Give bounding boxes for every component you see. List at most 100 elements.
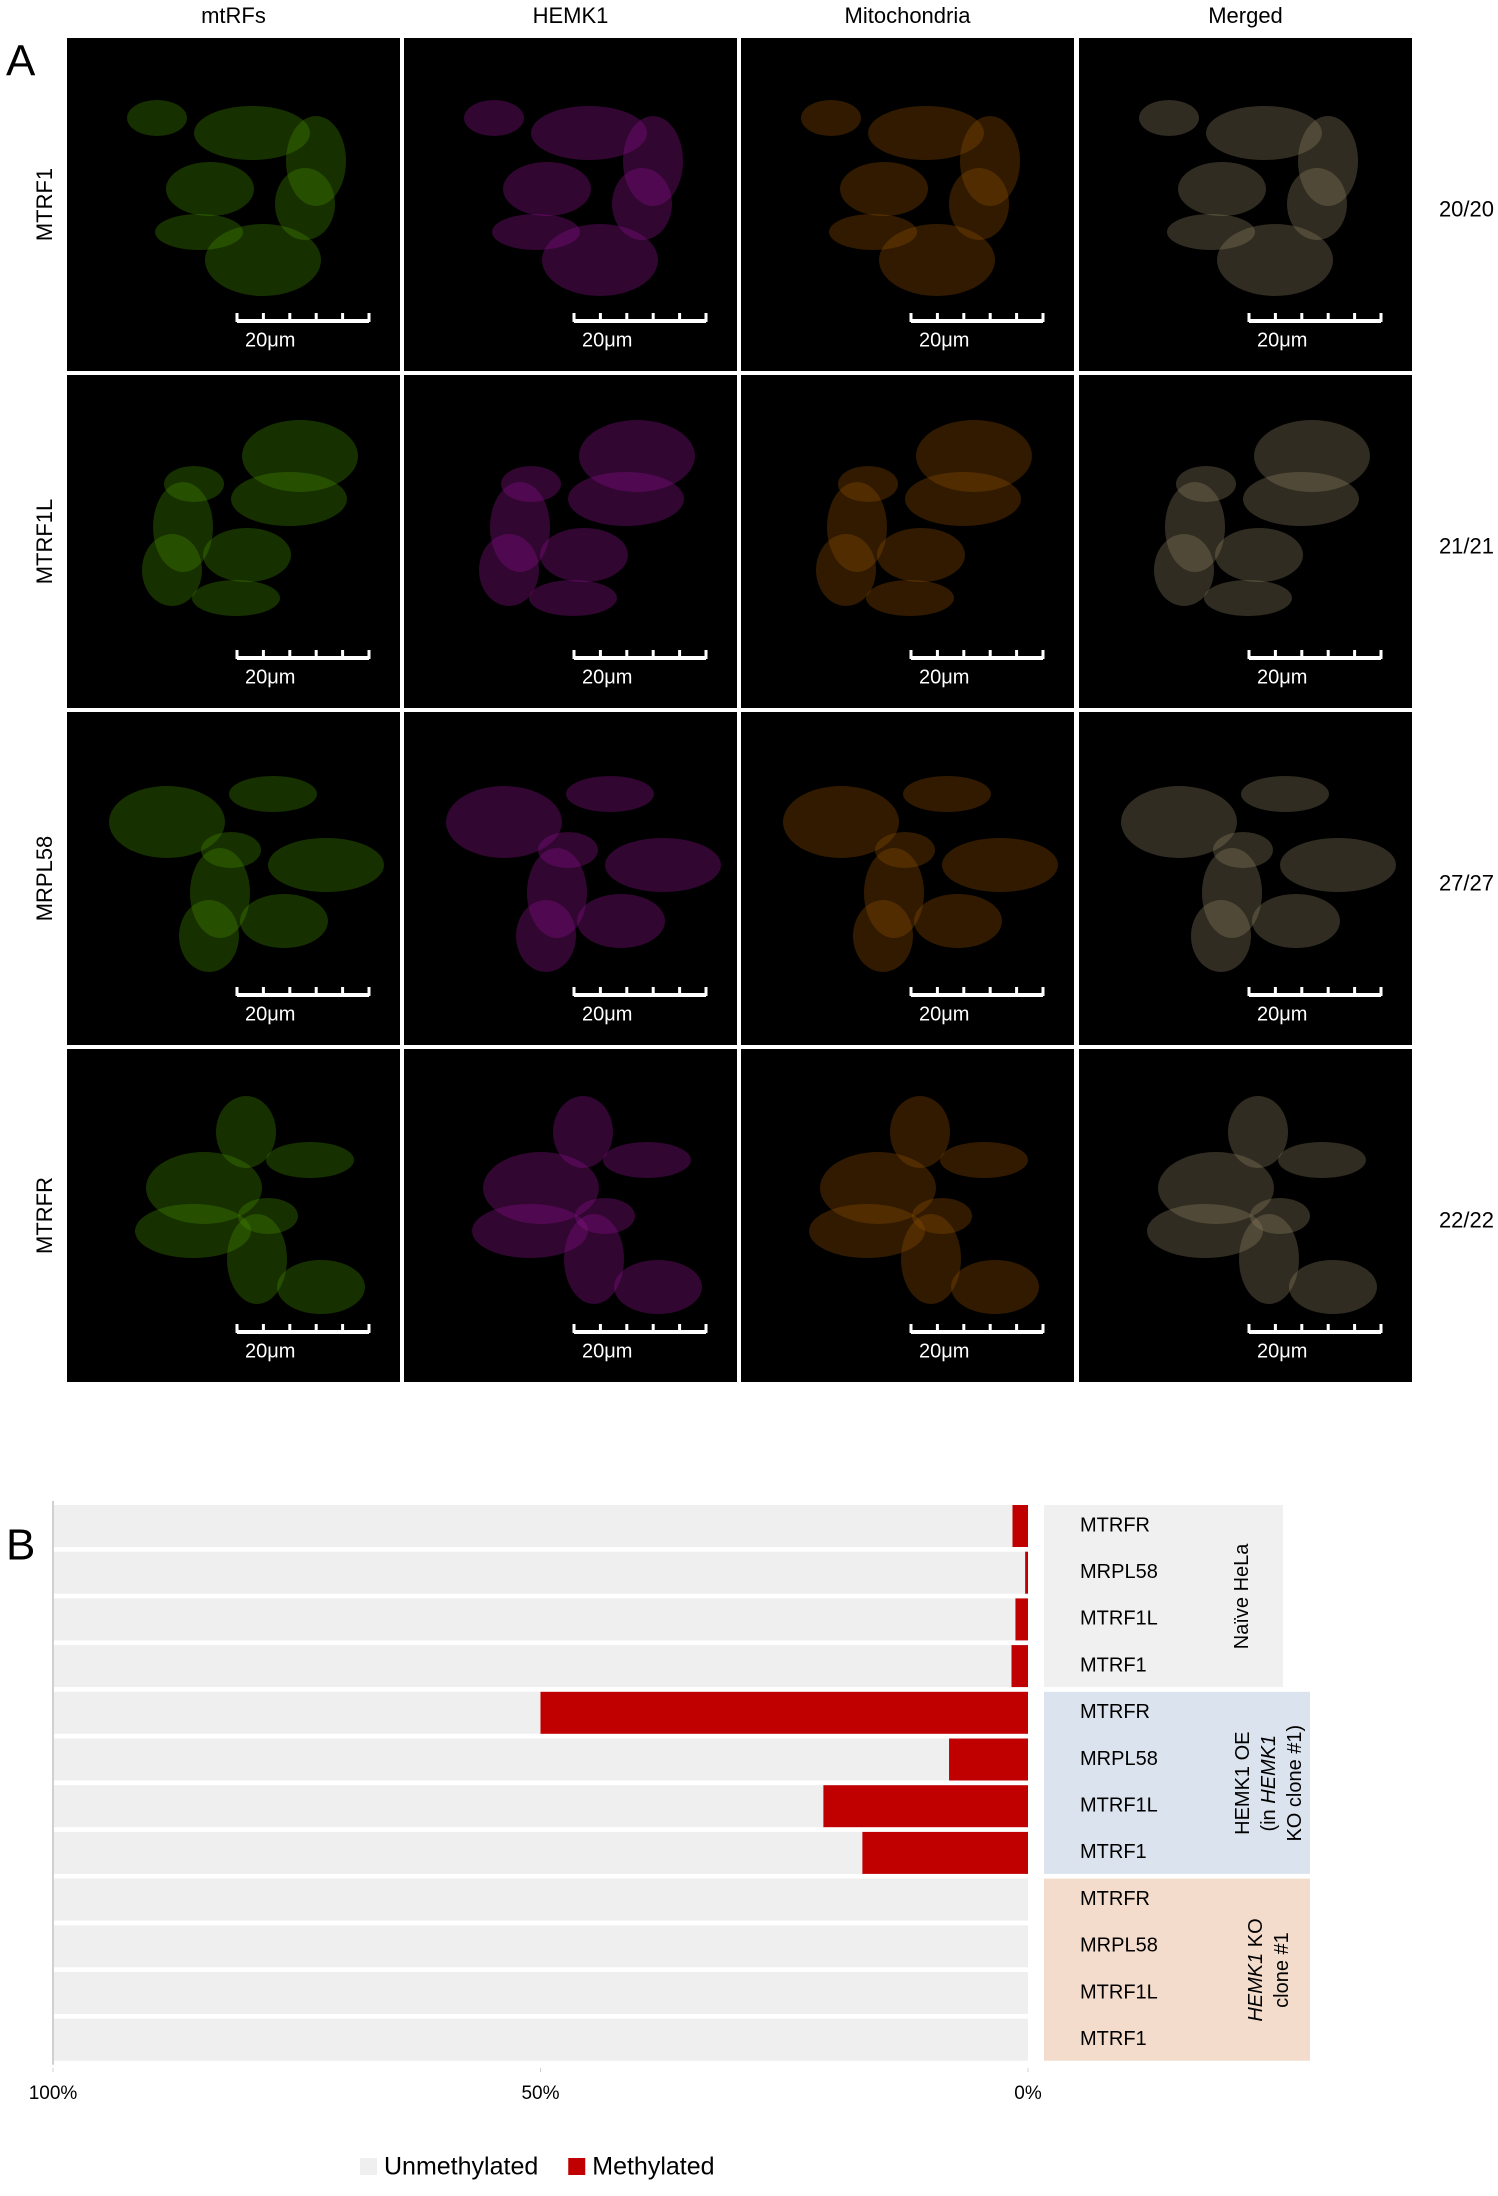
micrograph: [67, 1049, 400, 1382]
micrograph: [741, 712, 1074, 1045]
signal-blob: [190, 848, 250, 938]
signal-blob: [268, 838, 384, 892]
legend-label: Methylated: [592, 2153, 714, 2181]
signal-blob: [516, 900, 576, 972]
scale-bar-label: 20μm: [1257, 329, 1307, 351]
scale-bar-label: 20μm: [919, 1340, 969, 1362]
signal-blob: [1165, 482, 1225, 572]
row-count: 27/27: [1439, 870, 1494, 895]
signal-blob: [1213, 832, 1273, 868]
signal-blob: [266, 1142, 354, 1178]
signal-blob: [538, 832, 598, 868]
micrograph-signal: [1154, 420, 1370, 616]
scale-bar-label: 20μm: [245, 1340, 295, 1362]
micrograph: [404, 1049, 737, 1382]
group-label-part: HEMK1 OE: [1232, 1732, 1254, 1835]
legend-label: Unmethylated: [384, 2153, 538, 2181]
group-label-part: HEMK1: [1258, 1735, 1280, 1804]
signal-blob: [501, 466, 561, 502]
signal-blob: [238, 1198, 298, 1234]
signal-blob: [960, 116, 1020, 206]
signal-blob: [201, 832, 261, 868]
signal-blob: [205, 224, 321, 296]
signal-blob: [1167, 214, 1255, 250]
x-tick-label: 100%: [29, 2083, 78, 2104]
bar-segment: [53, 1925, 1028, 1968]
signal-blob: [840, 162, 928, 216]
signal-blob: [820, 1152, 936, 1224]
micrograph-signal: [127, 100, 346, 296]
group-label-part: (in: [1258, 1804, 1280, 1832]
signal-blob: [829, 214, 917, 250]
signal-blob: [566, 776, 654, 812]
signal-blob: [1217, 224, 1333, 296]
scale-bar-label: 20μm: [582, 1003, 632, 1025]
bar-segment: [1012, 1505, 1028, 1547]
signal-blob: [877, 528, 965, 582]
signal-blob: [942, 838, 1058, 892]
group-label: HEMK1 KO: [1245, 1918, 1267, 2021]
signal-blob: [603, 1142, 691, 1178]
micrograph-signal: [1147, 1096, 1377, 1314]
signal-blob: [472, 1204, 588, 1258]
signal-blob: [1278, 1142, 1366, 1178]
scale-bar-label: 20μm: [245, 329, 295, 351]
group-box: [1044, 1691, 1310, 1874]
row-label: MTRF1: [32, 168, 57, 241]
signal-blob: [912, 1198, 972, 1234]
category-label: MTRFR: [1080, 1701, 1150, 1723]
signal-blob: [1215, 528, 1303, 582]
micrograph-signal: [479, 420, 695, 616]
signal-blob: [1298, 116, 1358, 206]
column-header: mtRFs: [201, 3, 266, 28]
signal-blob: [827, 482, 887, 572]
signal-blob: [949, 168, 1009, 240]
category-label: MTRF1: [1080, 1841, 1147, 1863]
bar-segment: [53, 1972, 1028, 2014]
signal-blob: [564, 1214, 624, 1304]
scale-bar-label: 20μm: [582, 1340, 632, 1362]
micrograph: [741, 1049, 1074, 1382]
signal-blob: [529, 580, 617, 616]
group-label: Naïve HeLa: [1231, 1543, 1253, 1649]
scale-bar-label: 20μm: [919, 1003, 969, 1025]
legend-swatch: [568, 2158, 586, 2175]
bar-segment: [53, 1598, 1016, 1641]
micrograph: [404, 375, 737, 708]
row-count: 20/20: [1439, 196, 1494, 221]
bar-segment: [949, 1738, 1028, 1781]
signal-blob: [575, 1198, 635, 1234]
scale-bar-label: 20μm: [919, 329, 969, 351]
micrograph: [741, 375, 1074, 708]
signal-blob: [903, 776, 991, 812]
signal-blob: [1243, 472, 1359, 526]
group-label: (in HEMK1: [1258, 1735, 1280, 1832]
signal-blob: [879, 224, 995, 296]
signal-blob: [227, 1214, 287, 1304]
signal-blob: [542, 224, 658, 296]
group-box: [1044, 1878, 1310, 2061]
group-box: [1044, 1505, 1283, 1688]
bar-segment: [53, 1505, 1013, 1547]
category-label: MTRFR: [1080, 1888, 1150, 1910]
signal-blob: [568, 472, 684, 526]
signal-blob: [866, 580, 954, 616]
signal-blob: [166, 162, 254, 216]
signal-blob: [901, 1214, 961, 1304]
micrograph: [1079, 712, 1412, 1045]
category-label: MRPL58: [1080, 1748, 1158, 1770]
signal-blob: [1139, 100, 1199, 136]
micrograph: [404, 712, 737, 1045]
bar-segment: [53, 1738, 950, 1781]
signal-blob: [1178, 162, 1266, 216]
signal-blob: [1241, 776, 1329, 812]
category-label: MTRF1: [1080, 1654, 1147, 1676]
bar-segment: [53, 2018, 1028, 2061]
group-label: clone #1: [1271, 1932, 1293, 2008]
category-label: MTRF1L: [1080, 1981, 1158, 2003]
micrograph-signal: [446, 776, 721, 972]
signal-blob: [890, 1096, 950, 1168]
signal-blob: [142, 534, 202, 606]
signal-blob: [242, 420, 358, 492]
signal-blob: [240, 894, 328, 948]
